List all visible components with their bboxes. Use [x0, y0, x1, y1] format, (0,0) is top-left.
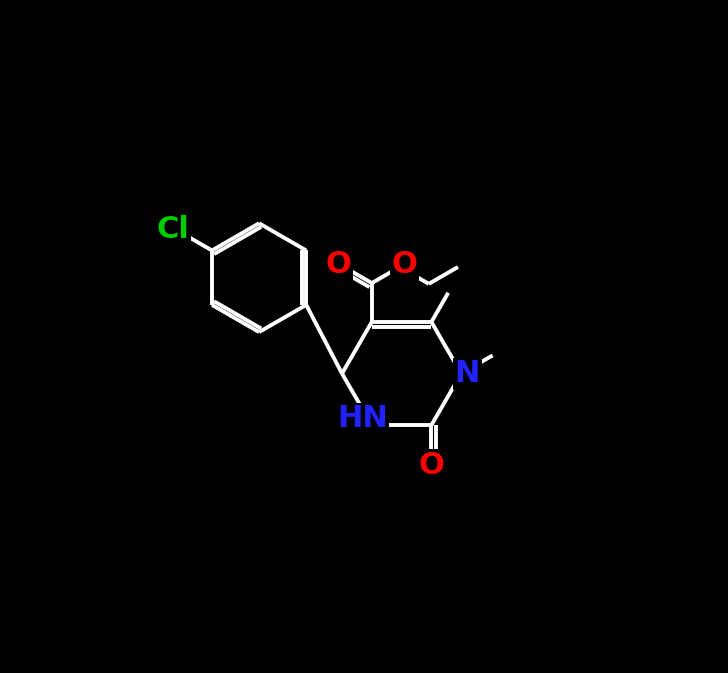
Text: Cl: Cl — [157, 215, 189, 244]
Text: O: O — [419, 450, 444, 480]
Text: HN: HN — [337, 404, 388, 433]
Text: O: O — [326, 250, 352, 279]
Text: N: N — [455, 359, 480, 388]
Text: O: O — [392, 250, 418, 279]
